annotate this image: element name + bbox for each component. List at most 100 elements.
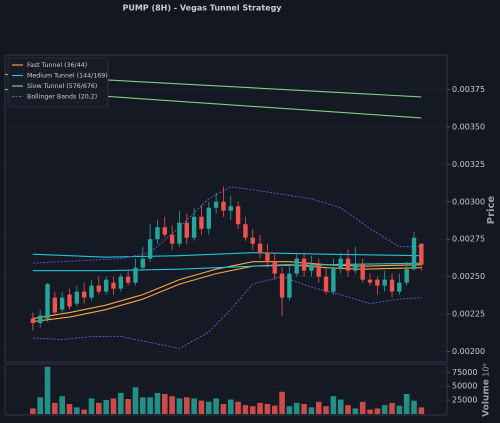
volume-tick-label: 75000 bbox=[452, 368, 477, 377]
candle-body bbox=[360, 264, 365, 280]
y-tick-label: 0.00375 bbox=[452, 85, 485, 94]
legend-box bbox=[7, 57, 109, 108]
candle-body bbox=[213, 201, 219, 208]
candle-body bbox=[375, 279, 380, 286]
candle-body bbox=[118, 276, 124, 289]
volume-bar bbox=[271, 405, 278, 414]
candle-body bbox=[111, 282, 116, 289]
y-axis-label: Price bbox=[486, 196, 497, 225]
volume-bar bbox=[396, 405, 403, 414]
volume-axis-label: Volume bbox=[482, 379, 492, 417]
indicator-line bbox=[32, 261, 422, 320]
volume-bar bbox=[169, 396, 175, 414]
candle-body bbox=[316, 264, 321, 277]
y-tick-label: 0.00250 bbox=[452, 272, 485, 281]
candle-body bbox=[45, 284, 50, 319]
volume-bar bbox=[418, 407, 425, 414]
volume-bar bbox=[403, 394, 410, 414]
candle-body bbox=[353, 264, 358, 271]
volume-bar bbox=[205, 401, 212, 414]
candle-body bbox=[235, 206, 241, 225]
volume-bar bbox=[37, 397, 43, 414]
legend-label: Bollinger Bands (20,2) bbox=[27, 94, 97, 101]
volume-bar bbox=[147, 397, 153, 414]
y-tick-label: 0.00225 bbox=[452, 310, 485, 319]
candle-body bbox=[367, 279, 373, 283]
candle-body bbox=[74, 291, 80, 304]
volume-bar bbox=[227, 399, 234, 414]
candle-body bbox=[81, 291, 87, 298]
candle-body bbox=[177, 222, 182, 244]
volume-bar bbox=[191, 398, 197, 414]
volume-bar bbox=[81, 409, 87, 414]
candle-body bbox=[133, 267, 138, 283]
volume-bar bbox=[88, 398, 95, 414]
candle-body bbox=[199, 216, 204, 229]
volume-bar bbox=[66, 404, 73, 414]
candle-body bbox=[419, 243, 424, 265]
volume-bar bbox=[301, 404, 307, 414]
volume-bar bbox=[132, 387, 139, 414]
candle-body bbox=[279, 273, 285, 298]
candle-body bbox=[411, 237, 417, 270]
candle-body bbox=[272, 261, 277, 274]
candle-body bbox=[103, 279, 109, 292]
candle-body bbox=[96, 285, 102, 292]
candle-body bbox=[404, 269, 409, 283]
y-tick-label: 0.00275 bbox=[452, 235, 485, 244]
volume-bar bbox=[286, 406, 293, 414]
candle-body bbox=[30, 318, 36, 324]
volume-bar bbox=[44, 366, 51, 414]
volume-bar bbox=[279, 391, 285, 414]
y-tick-label: 0.00325 bbox=[452, 160, 485, 169]
candle-body bbox=[155, 227, 160, 240]
volume-bar bbox=[110, 398, 117, 414]
volume-bar bbox=[242, 405, 249, 414]
legend-label: Medium Tunnel (144/169) bbox=[27, 73, 108, 80]
volume-tick-label: 25000 bbox=[452, 396, 477, 405]
volume-bar bbox=[198, 400, 205, 414]
volume-bar bbox=[103, 400, 109, 414]
volume-bar bbox=[176, 398, 183, 414]
volume-bar bbox=[74, 407, 80, 414]
volume-bar bbox=[213, 398, 219, 414]
candle-body bbox=[309, 264, 314, 271]
legend-label: Fast Tunnel (36/44) bbox=[27, 62, 87, 69]
candle-body bbox=[250, 237, 255, 244]
candle-body bbox=[89, 285, 94, 298]
volume-bar bbox=[337, 399, 344, 414]
y-tick-label: 0.00200 bbox=[452, 347, 485, 356]
candle-body bbox=[184, 222, 189, 238]
volume-bar bbox=[389, 402, 395, 414]
volume-bar bbox=[359, 401, 366, 414]
candle-body bbox=[265, 252, 270, 262]
volume-bar bbox=[154, 392, 161, 414]
chart-title: PUMP (8H) - Vegas Tunnel Strategy bbox=[122, 4, 282, 13]
candle-body bbox=[345, 258, 351, 271]
candle-body bbox=[67, 294, 72, 307]
volume-bar bbox=[257, 402, 263, 414]
candle-body bbox=[323, 276, 329, 292]
volume-bar bbox=[140, 397, 146, 414]
volume-bar bbox=[352, 408, 359, 414]
candle-body bbox=[294, 258, 299, 274]
candle-body bbox=[147, 239, 153, 259]
candle-body bbox=[221, 201, 226, 211]
volume-bar bbox=[323, 406, 329, 414]
candle-body bbox=[338, 258, 343, 268]
volume-bar bbox=[96, 402, 102, 414]
y-tick-label: 0.00300 bbox=[452, 197, 485, 206]
candle-body bbox=[162, 227, 167, 235]
volume-bar bbox=[249, 406, 256, 414]
legend-label: Slow Tunnel (576/676) bbox=[27, 83, 97, 90]
volume-bar bbox=[161, 394, 168, 414]
volume-bar bbox=[374, 408, 381, 414]
volume-bar bbox=[220, 404, 227, 414]
indicator-line bbox=[32, 186, 422, 264]
candle-body bbox=[52, 297, 58, 313]
candle-body bbox=[382, 279, 387, 286]
volume-bar bbox=[381, 405, 388, 414]
candle-body bbox=[191, 216, 197, 238]
candle-body bbox=[389, 279, 395, 292]
volume-tick-label: 50000 bbox=[452, 382, 477, 391]
